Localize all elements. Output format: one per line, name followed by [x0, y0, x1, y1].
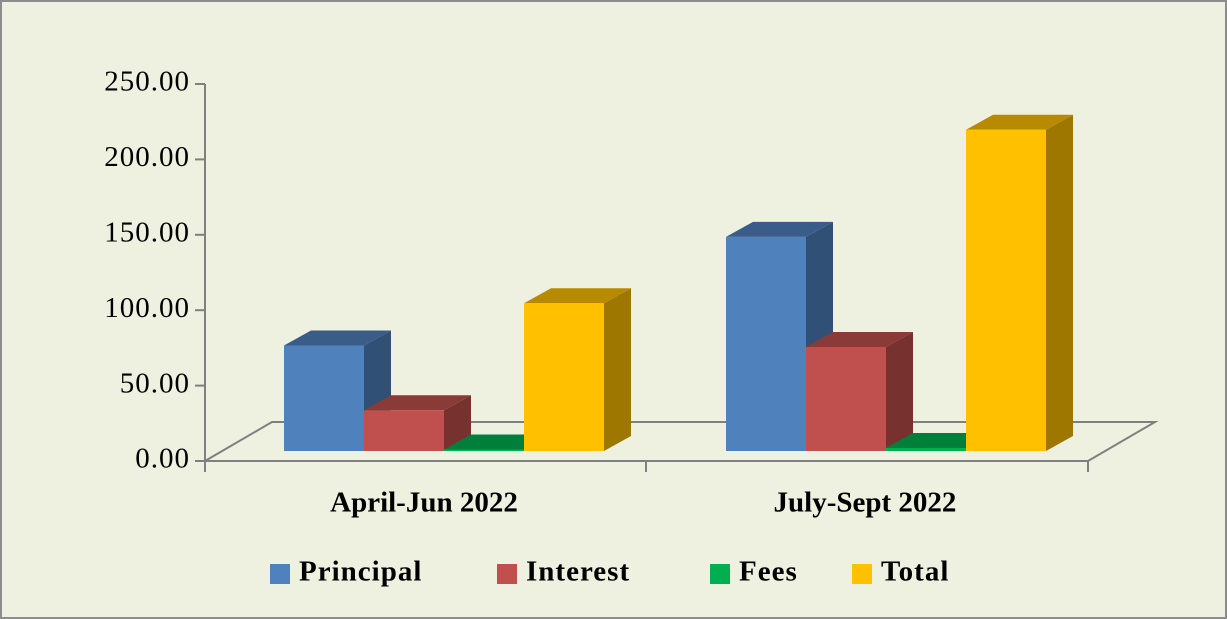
y-tick-label: 0.00	[135, 443, 190, 475]
bar-top	[524, 288, 631, 304]
bar-top	[806, 331, 913, 347]
bar	[886, 447, 966, 451]
legend-swatch	[852, 564, 872, 584]
legend-label: Total	[881, 556, 949, 588]
bar-side	[1046, 114, 1073, 452]
bar	[284, 345, 364, 451]
legend-swatch	[270, 564, 290, 584]
y-tick-label: 200.00	[104, 141, 190, 173]
x-tick-label: April-Jun 2022	[330, 487, 518, 519]
bar-side	[444, 395, 471, 451]
y-tick-label: 250.00	[104, 66, 190, 98]
bar	[524, 303, 604, 451]
bar	[966, 129, 1046, 451]
y-tick-label: 150.00	[104, 216, 190, 248]
bar	[364, 410, 444, 451]
legend-label: Principal	[299, 556, 422, 588]
x-tick-label: July-Sept 2022	[774, 487, 957, 519]
bar-top	[966, 114, 1073, 130]
bar-side	[604, 288, 631, 451]
y-tick-label: 50.00	[120, 367, 190, 399]
bar-top	[726, 221, 833, 237]
legend-swatch	[710, 564, 730, 584]
legend-swatch	[497, 564, 517, 584]
bar	[726, 236, 806, 451]
bar	[444, 449, 524, 451]
legend-label: Fees	[739, 556, 798, 588]
bar-side	[886, 331, 913, 451]
bar-top	[364, 395, 471, 411]
bar-top	[284, 330, 391, 346]
legend-label: Interest	[526, 556, 630, 588]
floor	[201, 421, 1159, 462]
y-tick-label: 100.00	[104, 292, 190, 324]
bar	[806, 346, 886, 451]
